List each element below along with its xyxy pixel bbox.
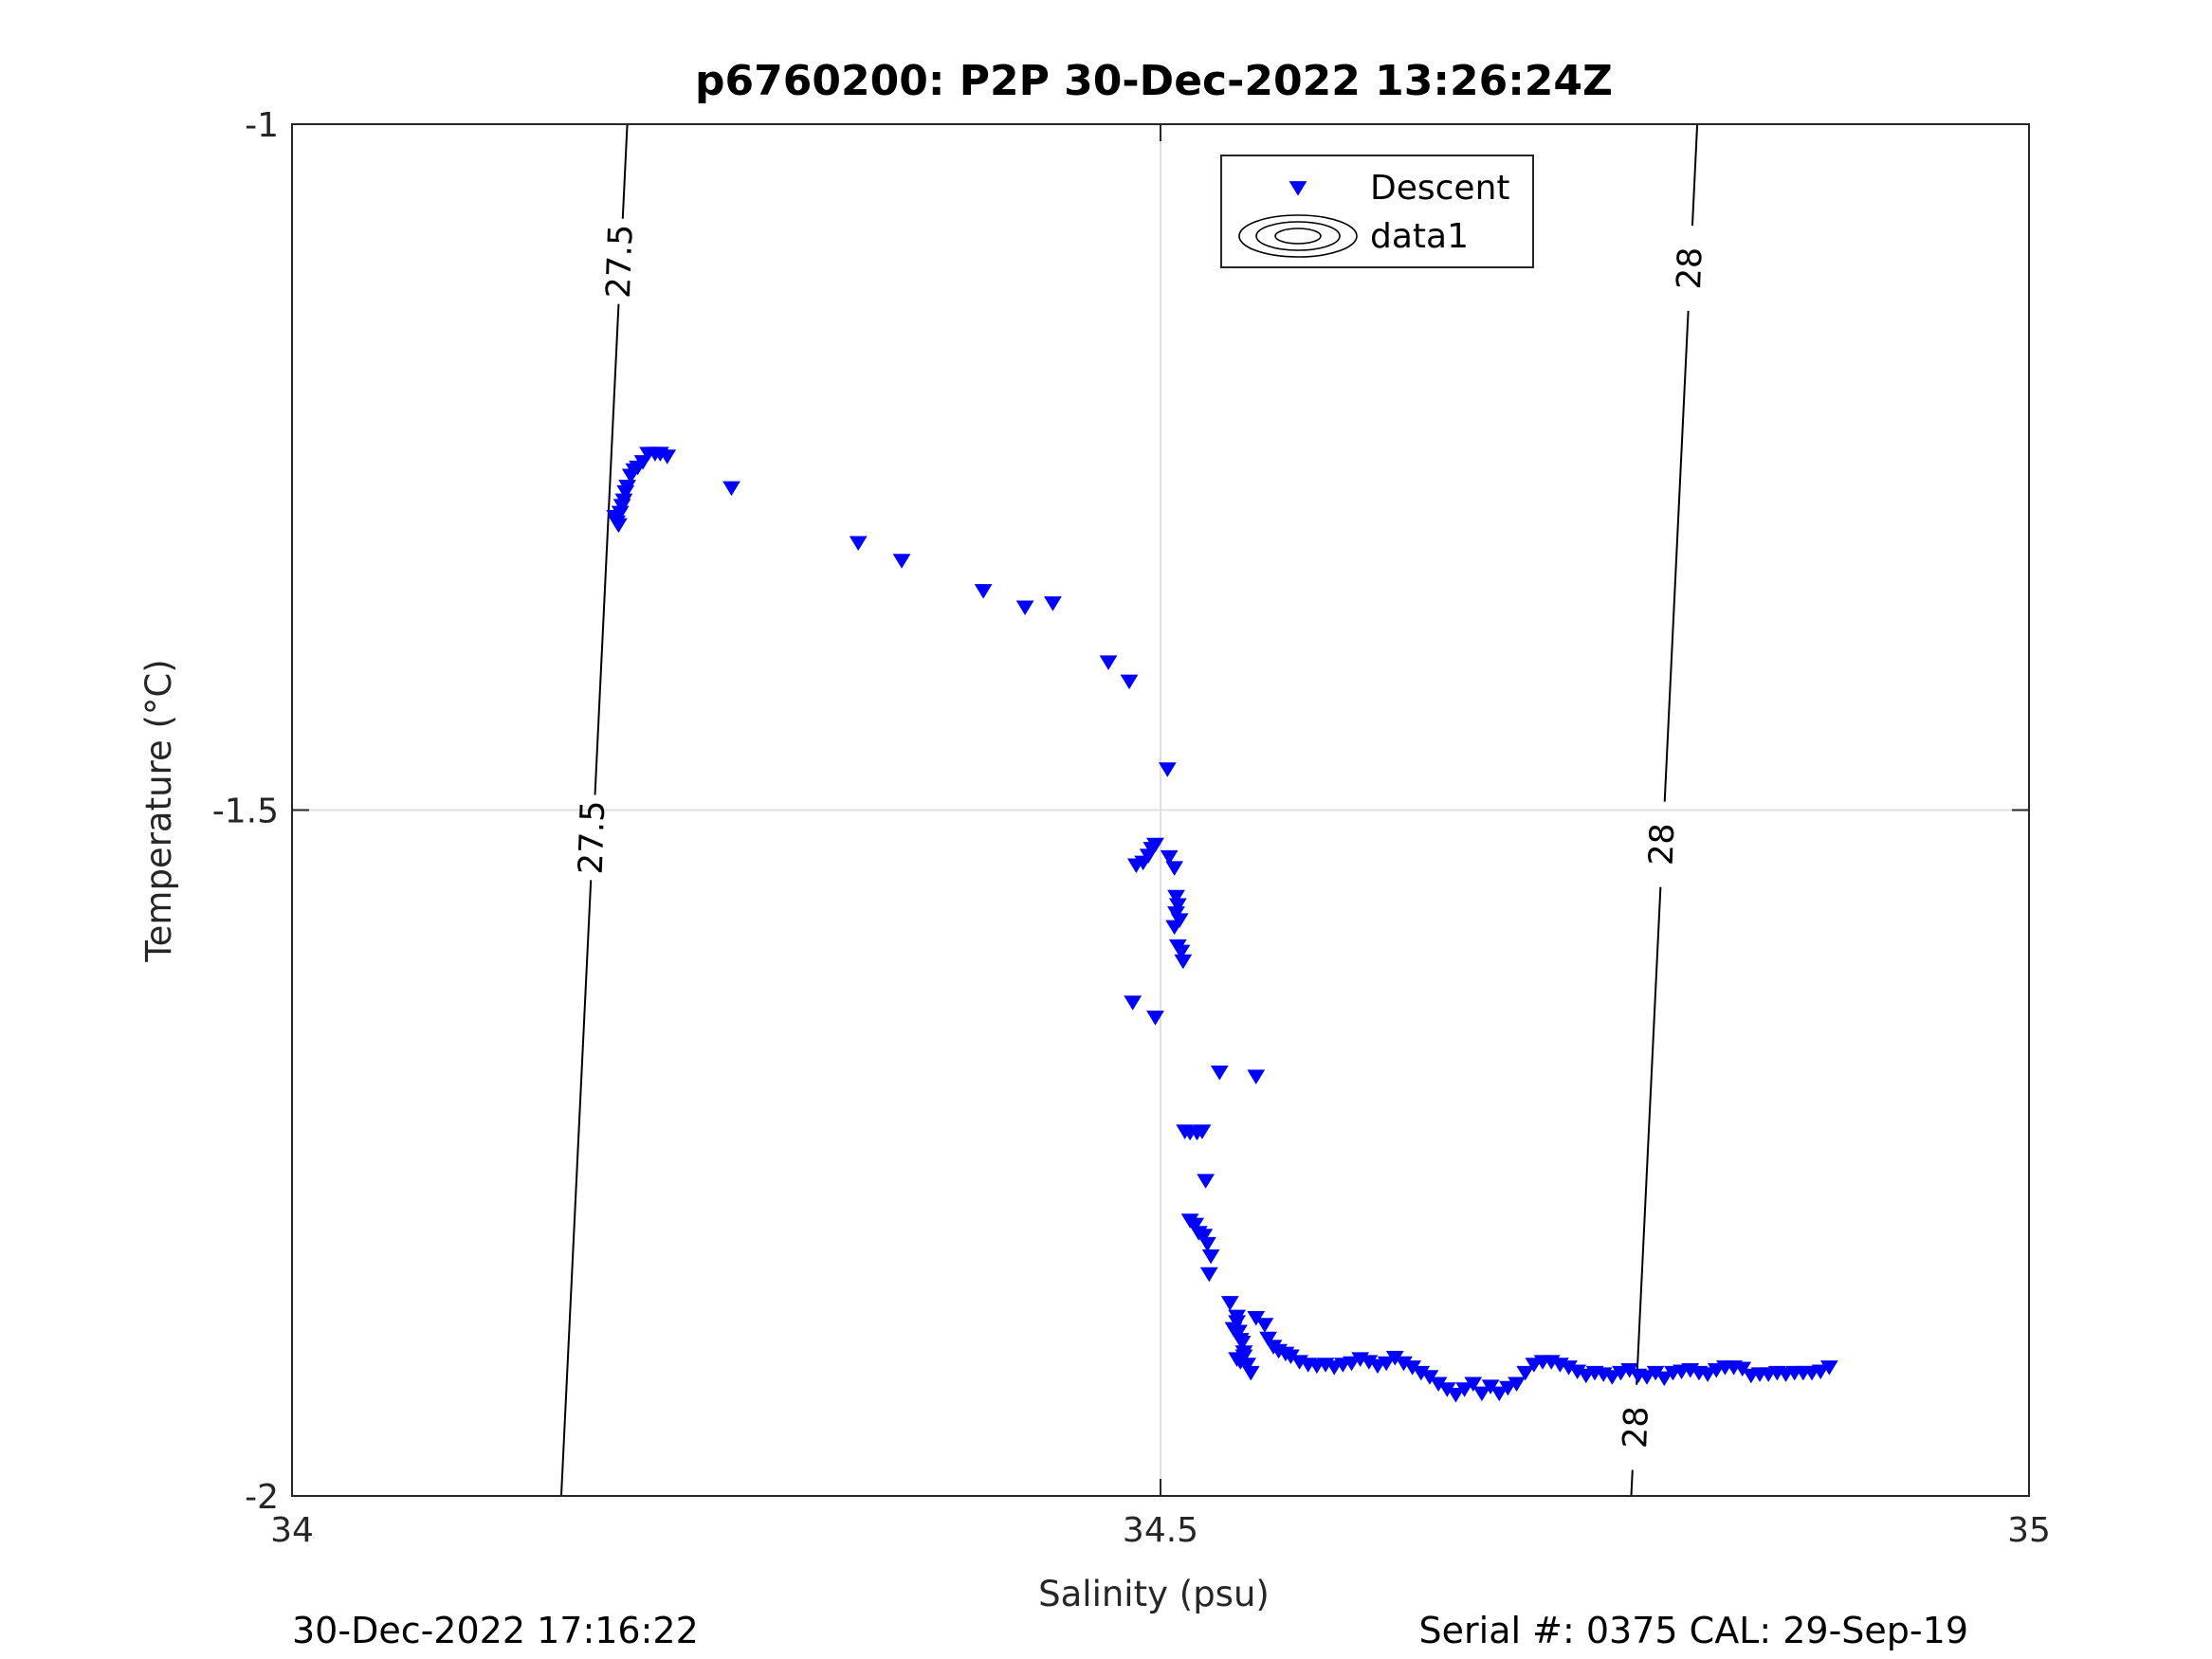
descent-point (1602, 1370, 1621, 1385)
descent-point (1120, 674, 1139, 690)
descent-point (1195, 1229, 1214, 1244)
descent-point (974, 584, 993, 599)
descent-point (1168, 898, 1187, 913)
descent-point (658, 449, 677, 465)
footer-timestamp: 30-Dec-2022 17:16:22 (292, 1610, 699, 1651)
contour-line (594, 303, 620, 795)
y-tick-label: -1 (245, 106, 279, 145)
y-axis-label: Temperature (°C) (138, 659, 179, 962)
descent-point (1472, 1386, 1491, 1402)
legend-contour-ellipse (1274, 228, 1322, 245)
plot-area: 27.5 27.5 28 28 28 34 34.5 35 -2 -1.5 -1 (212, 106, 2051, 1550)
footer-serial-cal: Serial #: 0375 CAL: 29-Sep-19 (1419, 1610, 1968, 1651)
contour-label: 27.5 (600, 224, 641, 299)
descent-point (1174, 954, 1193, 970)
contour-label: 28 (1617, 1406, 1656, 1449)
descent-point (1126, 858, 1145, 873)
descent-point (1654, 1371, 1673, 1387)
descent-point (1165, 861, 1184, 876)
contour-label: 27.5 (573, 800, 613, 875)
descent-point (1455, 1382, 1473, 1397)
descent-point (1228, 1309, 1246, 1325)
descent-point (1186, 1217, 1205, 1233)
descent-point (1197, 1174, 1216, 1189)
descent-point (1158, 762, 1177, 777)
legend-marker-descent (1289, 181, 1307, 196)
descent-point (1241, 1365, 1260, 1381)
descent-point (1165, 920, 1184, 936)
descent-point (1490, 1386, 1508, 1402)
descent-point (1124, 995, 1143, 1011)
x-tick-label: 34.5 (1123, 1511, 1198, 1550)
y-tick-label: -2 (245, 1478, 279, 1517)
descent-point (618, 480, 636, 495)
legend: Descent data1 (1220, 155, 1534, 268)
y-tick-label: -1.5 (212, 793, 279, 831)
descent-point (1172, 944, 1191, 960)
chart-title: p6760200: P2P 30-Dec-2022 13:26:24Z (695, 57, 1613, 105)
contour-label: 28 (1643, 823, 1683, 866)
descent-point (1233, 1336, 1252, 1351)
x-tick-label: 35 (2007, 1511, 2051, 1550)
descent-point (1210, 1066, 1229, 1081)
descent-point (1193, 1124, 1212, 1139)
descent-point (1160, 849, 1179, 866)
descent-point (1811, 1364, 1830, 1379)
descent-point (1234, 1349, 1253, 1365)
contour-label: 28 (1671, 246, 1710, 290)
x-tick-label: 34 (270, 1511, 314, 1550)
descent-point (1015, 600, 1034, 615)
descent-point (849, 536, 868, 551)
descent-point (1819, 1360, 1838, 1376)
descent-point (1199, 1267, 1218, 1283)
descent-point (610, 518, 628, 534)
descent-point (722, 481, 740, 497)
descent-point (1637, 1370, 1656, 1385)
descent-point (1259, 1331, 1277, 1347)
descent-point (1146, 1011, 1164, 1026)
descent-point (1377, 1356, 1396, 1372)
descent-point (1508, 1376, 1526, 1392)
descent-point (1255, 1318, 1274, 1333)
contour-line (1691, 123, 1699, 227)
descent-point (1220, 1296, 1239, 1311)
descent-point (1698, 1367, 1717, 1382)
descent-point (1247, 1069, 1266, 1085)
descent-point (1099, 655, 1118, 670)
legend-contour-ellipse (1255, 221, 1341, 251)
contour-line (1630, 1469, 1634, 1497)
descent-point (1167, 889, 1185, 905)
descent-point (1464, 1376, 1483, 1392)
contour-line (559, 880, 593, 1497)
x-axis-label: Salinity (psu) (1038, 1574, 1270, 1614)
descent-point (1499, 1380, 1517, 1396)
contour-line (1636, 886, 1662, 1385)
descent-point (1343, 1356, 1361, 1372)
legend-label-data1: data1 (1370, 217, 1469, 256)
legend-label-descent: Descent (1370, 169, 1510, 208)
descent-point (1201, 1249, 1220, 1265)
contour-line (621, 123, 629, 219)
descent-point (892, 554, 911, 569)
descent-point (1230, 1324, 1248, 1340)
descent-point (1198, 1236, 1216, 1252)
descent-point (1516, 1365, 1535, 1381)
legend-contour-ellipse (1238, 214, 1358, 258)
descent-point (1044, 596, 1062, 611)
descent-point (1447, 1388, 1465, 1403)
legend-box (1220, 155, 1534, 268)
contour-line (1663, 310, 1690, 802)
